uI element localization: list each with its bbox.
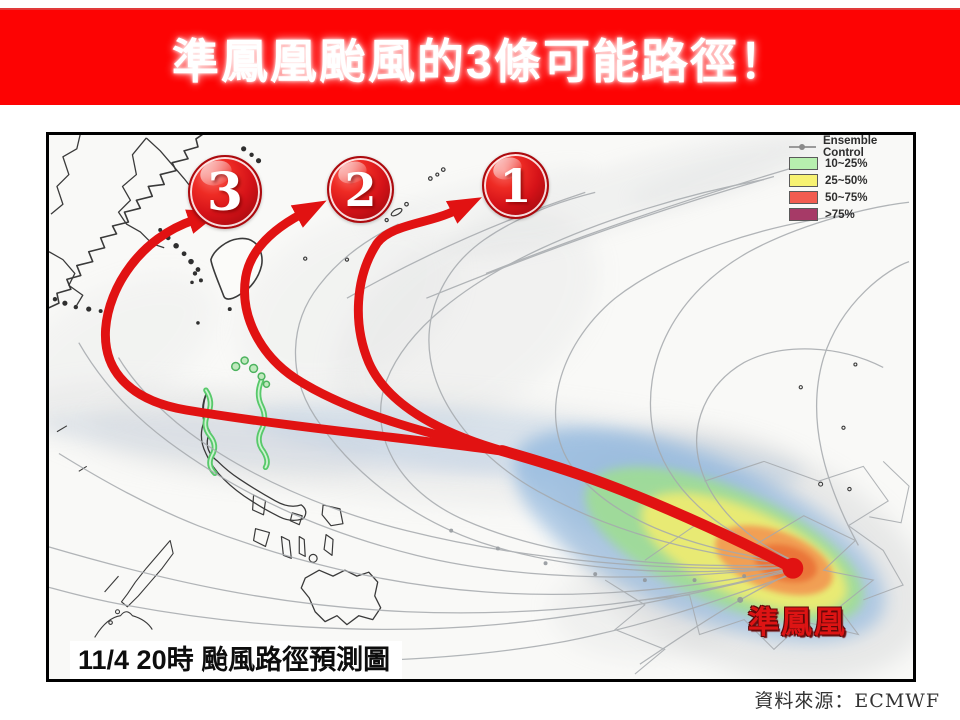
legend-swatch-red (789, 191, 818, 204)
route-number: 3 (206, 161, 244, 223)
storm-name-label: 準鳳凰 (748, 605, 847, 640)
route-marker-3: 3 (188, 155, 262, 229)
route-arrow-3 (101, 209, 510, 456)
ryukyu-islands (303, 167, 446, 262)
title-banner: 準鳳凰颱風的3條可能路徑！ (0, 8, 960, 105)
route-number: 2 (344, 162, 377, 217)
legend-label: 50~75% (825, 191, 868, 204)
minor-islets (56, 362, 858, 638)
route-arrow-1 (353, 197, 510, 456)
route-trunk (496, 445, 799, 574)
coastal-islands (52, 146, 262, 325)
legend-row: >75% (789, 207, 913, 222)
legend-row: 25~50% (789, 173, 913, 188)
map-caption: 11/4 20時 颱風路徑預測圖 (70, 641, 402, 679)
legend-row-control: Ensemble Control (789, 135, 913, 159)
legend-label: Ensemble Control (823, 134, 878, 159)
legend-row: 10~25% (789, 156, 913, 171)
legend-label: 25~50% (825, 174, 868, 187)
legend-swatch-yellow (789, 174, 818, 187)
forecast-map (46, 132, 916, 682)
route-arrow-2 (240, 200, 510, 456)
route-number: 1 (499, 158, 532, 213)
legend-row: 50~75% (789, 190, 913, 205)
page-title: 準鳳凰颱風的3條可能路徑！ (171, 35, 789, 88)
legend-swatch-magenta (789, 208, 818, 221)
legend-label: >75% (825, 208, 855, 221)
typhoon-map-svg (49, 135, 913, 679)
route-arrows (101, 197, 804, 579)
green-coast-highlight (202, 356, 271, 476)
typhoon-position-dot (782, 557, 804, 579)
route-marker-1: 1 (482, 152, 549, 219)
ensemble-tracks (49, 164, 910, 675)
legend-label: 10~25% (825, 157, 868, 170)
route-marker-2: 2 (327, 156, 394, 223)
data-source-credit: 資料來源：ECMWF (754, 690, 940, 712)
visayas-islands (251, 494, 344, 563)
map-legend: Ensemble Control 10~25% 25~50% 50~75% >7… (789, 135, 913, 224)
legend-swatch-green (789, 157, 818, 170)
ensemble-control-line-icon (789, 143, 816, 150)
coastlines (49, 135, 858, 638)
